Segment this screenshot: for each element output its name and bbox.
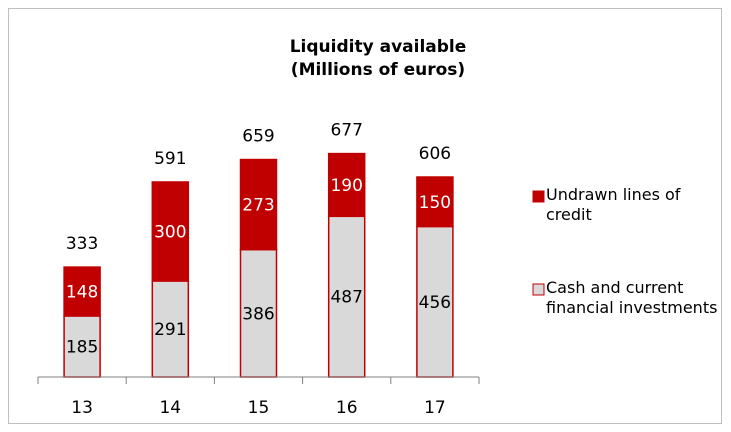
bar-segment bbox=[327, 152, 366, 218]
data-label: 291 bbox=[154, 320, 186, 340]
total-label: 677 bbox=[330, 121, 362, 141]
chart-title: Liquidity available bbox=[290, 37, 467, 57]
data-label: 148 bbox=[66, 283, 98, 303]
data-label: 150 bbox=[419, 193, 451, 213]
bar-segment bbox=[239, 158, 278, 251]
legend-label: Undrawn lines of credit bbox=[546, 185, 681, 224]
bar-segment bbox=[151, 280, 190, 378]
bar-segment bbox=[151, 181, 190, 282]
bar-segment bbox=[416, 225, 454, 378]
bar-segment bbox=[416, 176, 454, 228]
data-label: 300 bbox=[154, 222, 186, 242]
x-tick-label: 15 bbox=[248, 398, 270, 418]
legend-swatch bbox=[532, 190, 545, 203]
x-tick-label: 16 bbox=[336, 398, 358, 418]
total-label: 659 bbox=[242, 127, 274, 147]
total-label: 606 bbox=[419, 144, 451, 164]
bar-segment bbox=[239, 248, 278, 378]
x-tick-label: 14 bbox=[159, 398, 181, 418]
legend-entry: Cash and current financial investments bbox=[546, 278, 718, 317]
bar-segment bbox=[63, 266, 101, 317]
data-label: 487 bbox=[330, 288, 362, 308]
legend-entry: Undrawn lines of credit bbox=[546, 185, 681, 224]
total-label: 333 bbox=[66, 234, 98, 254]
chart-subtitle: (Millions of euros) bbox=[291, 60, 465, 80]
x-tick-label: 13 bbox=[71, 398, 93, 418]
data-label: 185 bbox=[66, 337, 98, 357]
legend-swatch bbox=[532, 283, 545, 296]
data-label: 386 bbox=[242, 304, 274, 324]
bar-segment bbox=[327, 215, 366, 378]
legend-label: Cash and current financial investments bbox=[546, 278, 718, 317]
data-label: 456 bbox=[419, 293, 451, 313]
total-label: 591 bbox=[154, 149, 186, 169]
data-label: 190 bbox=[330, 176, 362, 196]
data-label: 273 bbox=[242, 196, 274, 216]
x-tick-label: 17 bbox=[424, 398, 446, 418]
